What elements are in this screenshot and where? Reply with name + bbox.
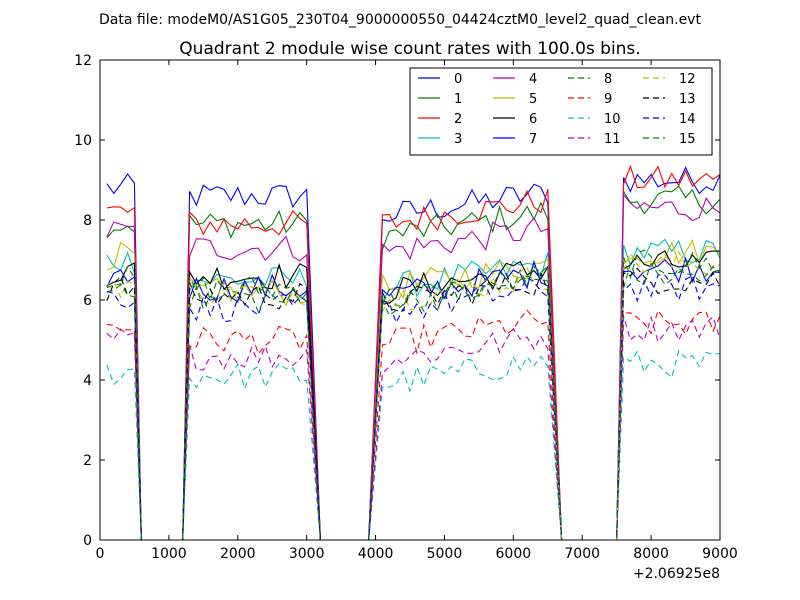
- series-line-7: [106, 256, 721, 541]
- legend-label-12: 12: [679, 72, 696, 87]
- series-line-6: [106, 250, 721, 541]
- x-tick-label: 5000: [427, 546, 463, 562]
- y-tick-label: 12: [74, 53, 92, 69]
- legend-label-6: 6: [529, 112, 537, 127]
- series-line-12: [106, 249, 721, 541]
- legend-label-1: 1: [454, 92, 462, 107]
- x-tick-label: 8000: [633, 546, 669, 562]
- series-line-0: [106, 166, 721, 541]
- y-tick-label: 4: [83, 373, 92, 389]
- series-line-4: [106, 193, 721, 541]
- y-tick-label: 0: [83, 533, 92, 549]
- series-line-11: [106, 315, 721, 541]
- y-tick-label: 10: [74, 133, 92, 149]
- legend-label-5: 5: [529, 92, 537, 107]
- legend-label-7: 7: [529, 132, 537, 147]
- data-file-caption: Data file: modeM0/AS1G05_230T04_90000005…: [99, 12, 701, 28]
- series-line-14: [106, 274, 721, 541]
- x-tick-label: 2000: [220, 546, 256, 562]
- x-tick-label: 6000: [496, 546, 532, 562]
- legend-label-3: 3: [454, 132, 462, 147]
- series-line-10: [106, 349, 721, 541]
- x-tick-label: 0: [96, 546, 105, 562]
- legend-label-10: 10: [604, 112, 621, 127]
- x-tick-label: 7000: [564, 546, 600, 562]
- legend-box: [409, 67, 713, 156]
- x-tick-label: 4000: [358, 546, 394, 562]
- y-tick-label: 2: [83, 453, 92, 469]
- legend-label-11: 11: [604, 132, 621, 147]
- chart-title: Quadrant 2 module wise count rates with …: [179, 39, 640, 59]
- legend-label-9: 9: [604, 92, 612, 107]
- legend-label-0: 0: [454, 72, 462, 87]
- series-line-8: [106, 249, 721, 541]
- axes: 0 1000 2000 3000 4000 5000 6000 7000 8000 9000 0 2 4…: [74, 53, 738, 562]
- x-tick-label: 3000: [289, 546, 325, 562]
- legend-label-8: 8: [604, 72, 612, 87]
- series-line-9: [106, 309, 721, 541]
- legend-label-2: 2: [454, 112, 462, 127]
- legend-label-4: 4: [529, 72, 537, 87]
- x-tick-label: 9000: [702, 546, 738, 562]
- series-line-15: [106, 262, 721, 541]
- legend-label-15: 15: [679, 132, 696, 147]
- legend-label-14: 14: [679, 112, 696, 127]
- legend-label-13: 13: [679, 92, 696, 107]
- series-line-2: [106, 164, 721, 541]
- x-tick-label: 1000: [151, 546, 187, 562]
- y-tick-label: 8: [83, 213, 92, 229]
- y-tick-label: 6: [83, 293, 92, 309]
- plot-layer: [106, 164, 721, 541]
- x-offset-label: +2.06925e8: [633, 566, 720, 582]
